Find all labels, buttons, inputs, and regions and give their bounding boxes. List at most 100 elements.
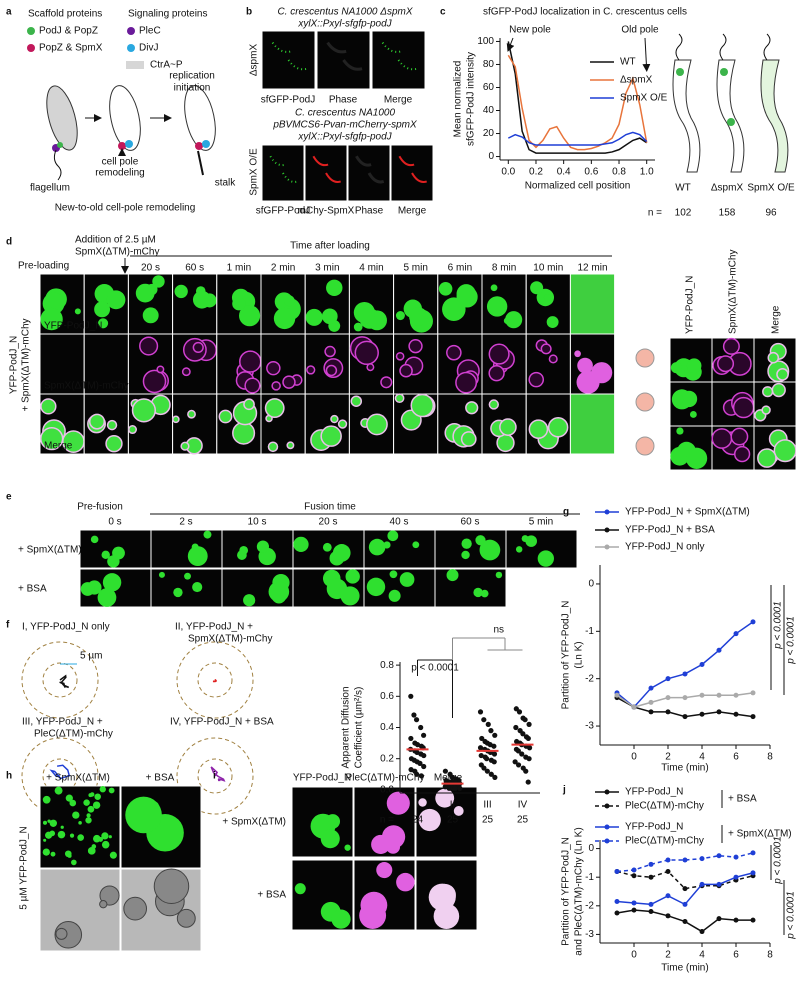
droplet xyxy=(574,350,581,358)
droplet xyxy=(176,908,196,928)
point xyxy=(614,899,620,905)
point xyxy=(523,768,529,774)
x-tick-label: 6 xyxy=(733,752,739,763)
y-axis-label: Mean normalized xyxy=(453,61,464,138)
droplet xyxy=(396,872,415,892)
label: Time after loading xyxy=(290,241,370,252)
legend-label: YFP-PodJ_N only xyxy=(625,542,704,553)
protein xyxy=(195,142,203,150)
annotation: p < 0.0001 xyxy=(773,836,784,885)
droplet xyxy=(69,799,77,807)
x-tick-label: 0 xyxy=(631,950,637,961)
flagellum xyxy=(675,33,683,61)
point xyxy=(614,692,620,698)
droplet xyxy=(97,588,117,607)
point xyxy=(682,671,688,677)
droplet xyxy=(232,421,256,445)
droplet xyxy=(60,825,64,829)
label: stalk xyxy=(215,178,237,189)
droplet xyxy=(94,301,111,318)
point xyxy=(648,685,654,691)
droplet xyxy=(389,570,398,579)
micrograph xyxy=(434,568,507,608)
label: 40 s xyxy=(390,517,409,528)
droplet xyxy=(488,343,510,365)
label: + SpmX(ΔTM) xyxy=(222,817,286,828)
legend-marker xyxy=(604,824,610,830)
point xyxy=(648,861,654,867)
annotation: ns xyxy=(493,625,504,636)
droplet xyxy=(264,398,285,418)
cell xyxy=(312,155,329,167)
droplet xyxy=(676,427,684,435)
droplet xyxy=(762,386,774,398)
droplet xyxy=(65,794,73,802)
droplet xyxy=(773,439,796,463)
legend-label: YFP-PodJ_N + BSA xyxy=(625,525,715,536)
droplet xyxy=(353,301,375,324)
legend-label: ΔspmX xyxy=(620,75,653,86)
x-tick-label: IV xyxy=(518,800,528,811)
annotation: p < 0.0001 xyxy=(411,663,459,674)
label: New-to-old cell-pole remodeling xyxy=(55,203,196,214)
point xyxy=(457,785,463,791)
x-tick-label: 4 xyxy=(699,752,705,763)
point xyxy=(750,714,756,720)
droplet xyxy=(438,282,453,296)
series-line xyxy=(616,696,754,718)
droplet xyxy=(192,341,204,354)
legend-dot xyxy=(27,27,35,35)
droplet xyxy=(105,435,123,453)
point xyxy=(682,919,688,925)
label: pBVMCS6-Pvan-mCherry-spmX xyxy=(272,120,417,131)
point xyxy=(665,695,671,701)
droplet xyxy=(294,883,306,895)
droplet xyxy=(345,569,360,584)
label: 5 µm xyxy=(80,651,102,662)
droplet xyxy=(324,345,336,358)
droplet xyxy=(135,283,155,303)
label: SpmX(ΔTM)-mChy xyxy=(44,381,128,392)
droplet xyxy=(86,813,91,818)
droplet xyxy=(180,441,190,451)
label: 20 s xyxy=(141,263,160,274)
label: IV, YFP-PodJ_N + BSA xyxy=(170,717,274,728)
droplet xyxy=(99,900,108,909)
trajectory xyxy=(212,679,217,683)
droplet xyxy=(410,393,435,418)
x-tick-label: 4 xyxy=(699,950,705,961)
label: cell pole xyxy=(102,157,139,168)
flagellum xyxy=(53,149,62,181)
legend-box xyxy=(126,61,144,69)
cell xyxy=(326,41,347,54)
panel-letter: i xyxy=(213,771,216,782)
label: YFP-PodJ_N xyxy=(9,336,20,394)
droplet xyxy=(488,365,505,382)
droplet xyxy=(537,550,554,567)
n-label: 25 xyxy=(447,815,459,826)
cell xyxy=(381,42,402,53)
label: n = xyxy=(648,208,662,219)
label: + SpmX(ΔTM) xyxy=(46,773,110,784)
point xyxy=(750,619,756,625)
x-tick-label: I xyxy=(416,800,419,811)
droplet xyxy=(418,808,441,832)
droplet xyxy=(456,286,478,308)
x-tick-label: 2 xyxy=(665,752,671,763)
droplet xyxy=(368,538,386,556)
label: PleC(ΔTM)-mChy xyxy=(346,773,425,784)
x-tick-label: 0 xyxy=(631,752,637,763)
droplet xyxy=(80,582,95,596)
label: ΔspmX xyxy=(711,183,744,194)
ring xyxy=(42,758,78,794)
label: 60 s xyxy=(461,517,480,528)
n-label: n = xyxy=(380,815,394,826)
point xyxy=(682,857,688,863)
point xyxy=(665,709,671,715)
droplet xyxy=(268,581,290,603)
cell xyxy=(672,59,701,173)
protein xyxy=(118,142,126,150)
x-tick-label: 1.0 xyxy=(640,167,654,178)
label: sfGFP-PodJ localization in C. crescentus… xyxy=(483,7,687,18)
point xyxy=(733,711,739,717)
